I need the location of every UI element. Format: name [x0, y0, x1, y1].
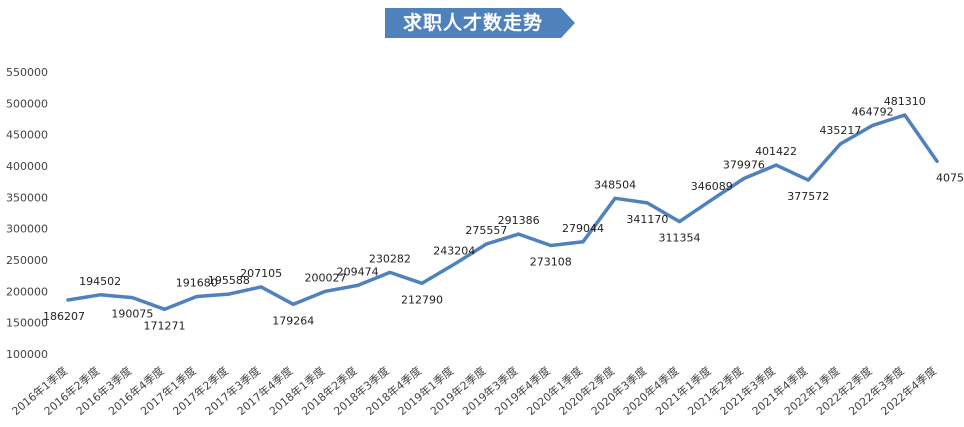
data-point: [388, 270, 392, 274]
data-label: 341170: [626, 213, 668, 226]
data-label: 191680: [176, 277, 218, 290]
data-point: [710, 198, 714, 202]
data-point: [806, 178, 810, 182]
data-label: 171271: [144, 319, 186, 332]
data-point: [227, 292, 231, 296]
data-point: [66, 298, 70, 302]
data-label: 379976: [723, 159, 765, 172]
data-point: [452, 262, 456, 266]
data-label: 190075: [111, 308, 153, 321]
y-tick-label: 450000: [6, 129, 48, 142]
data-label: 179264: [272, 314, 314, 327]
title-banner: [385, 8, 575, 38]
data-label: 481310: [884, 95, 926, 108]
data-label: 401422: [755, 145, 797, 158]
data-label: 311354: [659, 232, 701, 245]
data-point: [323, 289, 327, 293]
y-tick-label: 100000: [6, 348, 48, 361]
data-label: 207105: [240, 267, 282, 280]
data-point: [98, 293, 102, 297]
data-label: 291386: [498, 214, 540, 227]
data-point: [291, 302, 295, 306]
data-point: [420, 281, 424, 285]
data-point: [838, 142, 842, 146]
data-label: 348504: [594, 178, 636, 191]
data-point: [645, 201, 649, 205]
data-point: [130, 296, 134, 300]
data-point: [678, 220, 682, 224]
data-label: 377572: [787, 190, 829, 203]
y-tick-label: 300000: [6, 223, 48, 236]
data-point: [742, 177, 746, 181]
data-label: 200027: [304, 271, 346, 284]
data-label: 275557: [465, 224, 507, 237]
data-label: 464792: [852, 105, 894, 118]
data-point: [549, 244, 553, 248]
data-point: [903, 113, 907, 117]
chart-title: 求职人才数走势: [402, 12, 543, 34]
y-tick-label: 150000: [6, 317, 48, 330]
y-tick-label: 550000: [6, 66, 48, 79]
data-point: [581, 240, 585, 244]
data-label: 279044: [562, 222, 604, 235]
data-label: 435217: [819, 124, 861, 137]
data-label: 407537: [936, 171, 964, 184]
data-label: 194502: [79, 275, 121, 288]
data-label: 243204: [433, 244, 475, 257]
data-label: 212790: [401, 293, 443, 306]
y-tick-label: 200000: [6, 285, 48, 298]
data-point: [484, 242, 488, 246]
data-point: [613, 196, 617, 200]
data-point: [195, 295, 199, 299]
data-point: [259, 285, 263, 289]
series-line: [66, 113, 939, 312]
y-tick-label: 500000: [6, 97, 48, 110]
data-label: 186207: [43, 310, 85, 323]
data-label: 230282: [369, 252, 411, 265]
y-tick-label: 350000: [6, 191, 48, 204]
y-tick-label: 400000: [6, 160, 48, 173]
data-point: [356, 283, 360, 287]
data-label: 209474: [337, 265, 379, 278]
data-point: [774, 163, 778, 167]
data-point: [163, 307, 167, 311]
data-point: [935, 159, 939, 163]
data-label: 195588: [208, 274, 250, 287]
data-label: 346089: [691, 180, 733, 193]
y-tick-label: 250000: [6, 254, 48, 267]
data-point: [517, 232, 521, 236]
data-label: 273108: [530, 256, 572, 269]
data-point: [871, 123, 875, 127]
